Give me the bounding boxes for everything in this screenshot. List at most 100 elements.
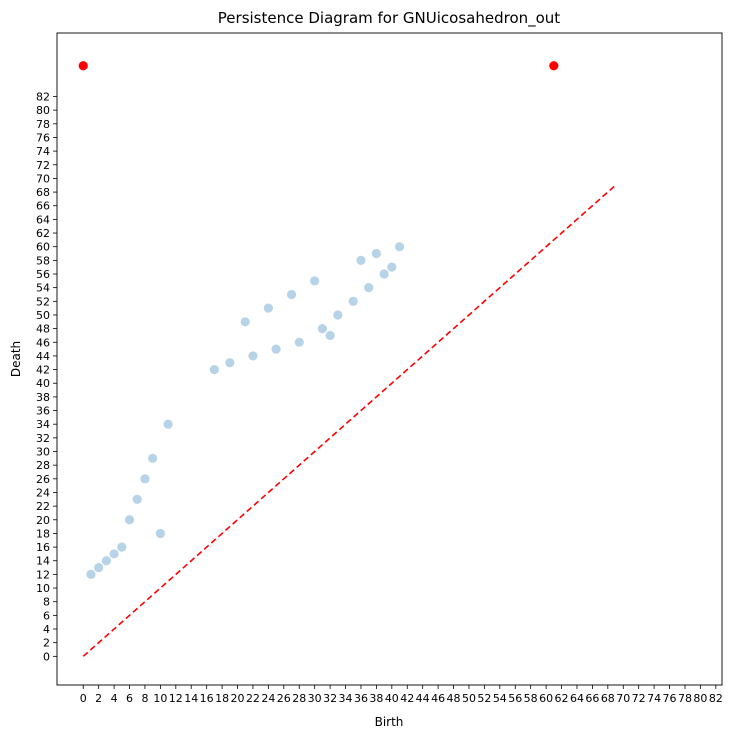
x-tick-label: 0 — [80, 692, 87, 705]
y-tick-label: 18 — [36, 527, 50, 540]
y-tick-label: 66 — [36, 200, 50, 213]
finite-point — [348, 296, 358, 306]
y-tick-label: 16 — [36, 541, 50, 554]
x-tick-label: 14 — [184, 692, 198, 705]
y-tick-label: 30 — [36, 446, 50, 459]
finite-point — [294, 337, 304, 347]
finite-point — [356, 255, 366, 265]
finite-point — [317, 324, 327, 334]
x-tick-label: 58 — [524, 692, 538, 705]
finite-point — [225, 358, 235, 368]
finite-point — [86, 569, 96, 579]
finite-point — [248, 351, 258, 361]
finite-point — [148, 453, 158, 463]
finite-point — [271, 344, 281, 354]
y-tick-label: 48 — [36, 323, 50, 336]
finite-point — [101, 556, 111, 566]
finite-point — [209, 364, 219, 375]
finite-point — [132, 494, 142, 504]
x-tick-label: 62 — [555, 692, 569, 705]
finite-point — [155, 528, 165, 539]
y-tick-label: 20 — [36, 514, 50, 527]
x-tick-label: 52 — [477, 692, 491, 705]
y-tick-label: 76 — [36, 131, 50, 144]
x-tick-label: 78 — [678, 692, 692, 705]
x-tick-label: 68 — [601, 692, 615, 705]
y-tick-label: 40 — [36, 377, 50, 390]
x-tick-label: 44 — [416, 692, 430, 705]
y-axis-label: Death — [9, 341, 23, 377]
y-tick-label: 38 — [36, 391, 50, 404]
y-tick-label: 50 — [36, 309, 50, 322]
finite-point — [364, 283, 374, 293]
finite-point — [333, 310, 343, 320]
diagonal-line — [82, 184, 617, 657]
y-tick-label: 72 — [36, 159, 50, 172]
y-tick-label: 10 — [36, 582, 50, 595]
x-tick-label: 72 — [632, 692, 646, 705]
y-tick-label: 62 — [36, 227, 50, 240]
x-tick-label: 80 — [693, 692, 707, 705]
x-tick-label: 50 — [462, 692, 476, 705]
plot-frame — [56, 32, 723, 686]
x-tick-label: 76 — [663, 692, 677, 705]
y-tick-label: 4 — [43, 623, 50, 636]
x-tick-label: 64 — [570, 692, 584, 705]
x-tick-label: 56 — [508, 692, 522, 705]
x-tick-label: 54 — [493, 692, 507, 705]
y-tick-label: 28 — [36, 459, 50, 472]
y-tick-label: 24 — [36, 486, 50, 499]
y-tick-label: 8 — [43, 596, 50, 609]
y-tick-label: 70 — [36, 172, 50, 185]
x-tick-label: 70 — [616, 692, 630, 705]
x-tick-label: 4 — [111, 692, 118, 705]
y-tick-label: 34 — [36, 418, 50, 431]
chart-title: Persistence Diagram for GNUicosahedron_o… — [218, 9, 561, 28]
y-tick-label: 6 — [43, 609, 50, 622]
y-tick-label: 22 — [36, 500, 50, 513]
finite-point — [371, 248, 381, 259]
y-tick-label: 78 — [36, 118, 50, 131]
y-tick-label: 26 — [36, 473, 50, 486]
x-tick-label: 30 — [308, 692, 322, 705]
y-tick-label: 64 — [36, 213, 50, 226]
x-tick-label: 18 — [215, 692, 229, 705]
y-tick-label: 36 — [36, 405, 50, 418]
finite-point — [263, 303, 273, 313]
diagonal-line-layer — [82, 184, 617, 657]
x-tick-label: 74 — [647, 692, 661, 705]
finite-point — [310, 276, 320, 286]
finite-point — [286, 289, 297, 300]
finite-point — [325, 330, 335, 341]
finite-point — [140, 474, 150, 484]
y-tick-label: 56 — [36, 268, 50, 281]
x-tick-label: 24 — [261, 692, 275, 705]
x-tick-label: 8 — [141, 692, 148, 705]
y-tick-label: 32 — [36, 432, 50, 445]
x-tick-label: 28 — [292, 692, 306, 705]
points-layer — [78, 61, 559, 579]
x-axis-label: Birth — [375, 715, 404, 729]
x-tick-label: 20 — [231, 692, 245, 705]
finite-point — [124, 515, 135, 525]
y-tick-label: 74 — [36, 145, 50, 158]
y-tick-label: 82 — [36, 90, 50, 103]
x-tick-label: 46 — [431, 692, 445, 705]
y-tick-label: 42 — [36, 364, 50, 377]
finite-point — [117, 542, 127, 552]
x-tick-label: 32 — [323, 692, 337, 705]
finite-point — [109, 549, 119, 559]
y-tick-label: 2 — [43, 637, 50, 650]
x-tick-label: 12 — [169, 692, 183, 705]
axis-ticks: 0 2 4 6 8 10 12 14 16 18 20 22 24 26 28 30 32 34 36 38 40 42 4… — [36, 90, 723, 705]
finite-point — [387, 262, 397, 272]
y-tick-label: 44 — [36, 350, 50, 363]
finite-point — [240, 317, 250, 327]
y-tick-label: 54 — [36, 282, 50, 295]
finite-point — [163, 419, 173, 429]
x-tick-label: 60 — [539, 692, 553, 705]
y-tick-label: 46 — [36, 336, 50, 349]
x-tick-label: 16 — [200, 692, 214, 705]
y-tick-label: 68 — [36, 186, 50, 199]
